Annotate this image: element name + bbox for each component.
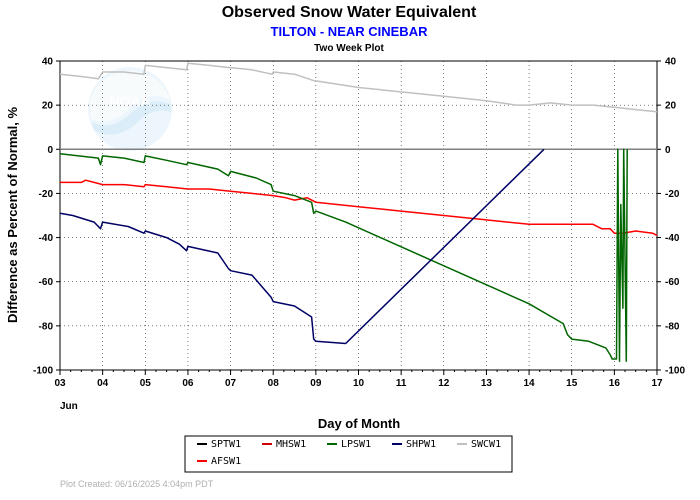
series-line-shpw1 — [59, 148, 545, 345]
legend-label-sptw1: SPTW1 — [211, 439, 241, 450]
y-tick-label: -100 — [33, 366, 53, 377]
y-tick-label: 20 — [42, 101, 54, 112]
series-line-lpsw1 — [59, 148, 628, 362]
x-tick-label: 08 — [268, 378, 280, 389]
y-tick-label-right: 20 — [665, 101, 677, 112]
x-tick-label: 10 — [353, 378, 365, 389]
y-tick-label: 0 — [47, 145, 53, 156]
y-tick-label: -60 — [39, 277, 54, 288]
y-axis-label: Difference as Percent of Normal, % — [5, 107, 20, 323]
legend — [184, 435, 513, 473]
x-tick-label: 06 — [182, 378, 194, 389]
x-tick-label: 14 — [524, 378, 536, 389]
y-axis-right: 40 20 0 -20 -40 -60 -80 -100 — [657, 57, 685, 377]
y-tick-label: 40 — [42, 57, 54, 68]
plot-note: Two Week Plot — [314, 43, 384, 54]
x-tick-label: 09 — [310, 378, 322, 389]
x-tick-label: 16 — [609, 378, 621, 389]
series-line-swcw1 — [59, 62, 658, 113]
month-label: Jun — [60, 401, 78, 412]
x-tick-label: 03 — [54, 378, 66, 389]
legend-label-shpw1: SHPW1 — [406, 439, 436, 450]
x-tick-label: 17 — [651, 378, 663, 389]
x-tick-label: 15 — [566, 378, 578, 389]
x-tick-label: 12 — [438, 378, 450, 389]
noaa-logo: NOAA — [88, 67, 172, 151]
x-tick-label: 11 — [396, 378, 407, 389]
series-layer — [59, 62, 658, 362]
x-tick-label: 13 — [481, 378, 493, 389]
y-tick-label-right: -60 — [665, 277, 680, 288]
series-line-afsw1 — [60, 179, 658, 237]
x-tick-label: 04 — [97, 378, 109, 389]
plot-created: Plot Created: 06/16/2025 4:04pm PDT — [60, 479, 214, 489]
y-tick-label-right: -40 — [665, 233, 680, 244]
noaa-logo-text: NOAA — [109, 93, 150, 109]
x-tick-label: 05 — [140, 378, 152, 389]
legend-label-afsw1: AFSW1 — [211, 456, 241, 467]
chart-title: Observed Snow Water Equivalent — [222, 4, 477, 21]
x-tick-label: 07 — [225, 378, 237, 389]
legend-label-lpsw1: LPSW1 — [341, 439, 371, 450]
legend-items: SPTW1 MHSW1 LPSW1 SHPW1 SWCW1 AFSW1 — [197, 439, 501, 467]
y-tick-label-right: -80 — [665, 321, 680, 332]
y-tick-label: -40 — [39, 233, 54, 244]
legend-label-mhsw1: MHSW1 — [276, 439, 306, 450]
y-tick-label-right: 40 — [665, 57, 677, 68]
y-tick-label-right: -20 — [665, 189, 680, 200]
y-axis-left: 40 20 0 -20 -40 -60 -80 -100 — [33, 57, 60, 377]
y-tick-label: -80 — [39, 321, 54, 332]
chart-subtitle: TILTON - NEAR CINEBAR — [271, 24, 429, 39]
y-tick-label: -20 — [39, 189, 54, 200]
y-tick-label-right: 0 — [665, 145, 671, 156]
x-axis-label: Day of Month — [318, 416, 400, 431]
x-axis: 03 04 05 06 07 08 09 10 11 12 13 14 15 16 17 — [54, 370, 663, 389]
legend-label-swcw1: SWCW1 — [471, 439, 501, 450]
y-tick-label-right: -100 — [665, 366, 685, 377]
